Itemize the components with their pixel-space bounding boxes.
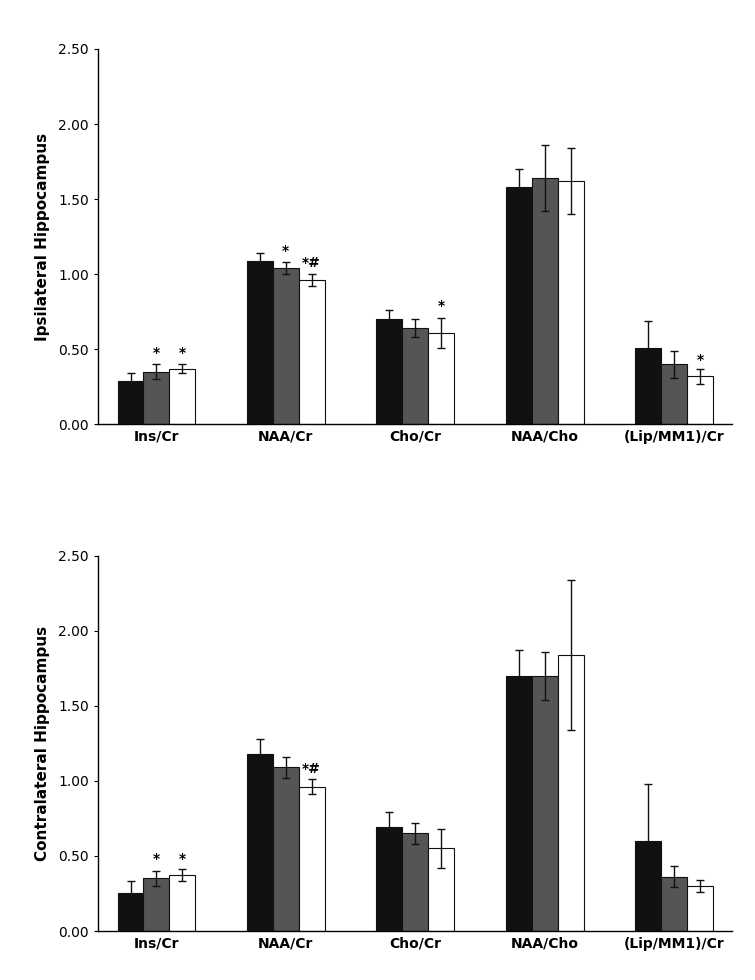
Text: *: *	[438, 299, 445, 314]
Bar	[377, 827, 402, 931]
Text: *: *	[153, 853, 160, 866]
Text: *: *	[153, 346, 160, 360]
Y-axis label: Ipsilateral Hippocampus: Ipsilateral Hippocampus	[35, 132, 50, 341]
Bar	[273, 767, 299, 931]
Bar	[532, 676, 558, 931]
Bar	[169, 875, 196, 931]
Text: *#: *#	[302, 762, 321, 776]
Text: *: *	[282, 244, 289, 258]
Bar	[169, 368, 196, 424]
Bar	[661, 365, 687, 424]
Bar	[428, 849, 454, 931]
Bar	[687, 886, 713, 931]
Bar	[687, 376, 713, 424]
Bar	[273, 269, 299, 424]
Bar	[428, 333, 454, 424]
Bar	[532, 178, 558, 424]
Bar	[299, 787, 325, 931]
Bar	[143, 371, 169, 424]
Y-axis label: Contralateral Hippocampus: Contralateral Hippocampus	[35, 626, 50, 860]
Bar	[402, 833, 428, 931]
Bar	[635, 348, 661, 424]
Bar	[402, 328, 428, 424]
Bar	[377, 319, 402, 424]
Bar	[247, 261, 273, 424]
Bar	[118, 894, 143, 931]
Text: *: *	[179, 346, 186, 360]
Text: *#: *#	[302, 256, 321, 270]
Bar	[506, 187, 532, 424]
Bar	[635, 841, 661, 931]
Bar	[143, 878, 169, 931]
Bar	[506, 676, 532, 931]
Text: *: *	[179, 853, 186, 866]
Bar	[118, 381, 143, 424]
Bar	[558, 181, 584, 424]
Bar	[661, 877, 687, 931]
Bar	[299, 280, 325, 424]
Bar	[247, 754, 273, 931]
Text: *: *	[696, 353, 704, 368]
Bar	[558, 655, 584, 931]
